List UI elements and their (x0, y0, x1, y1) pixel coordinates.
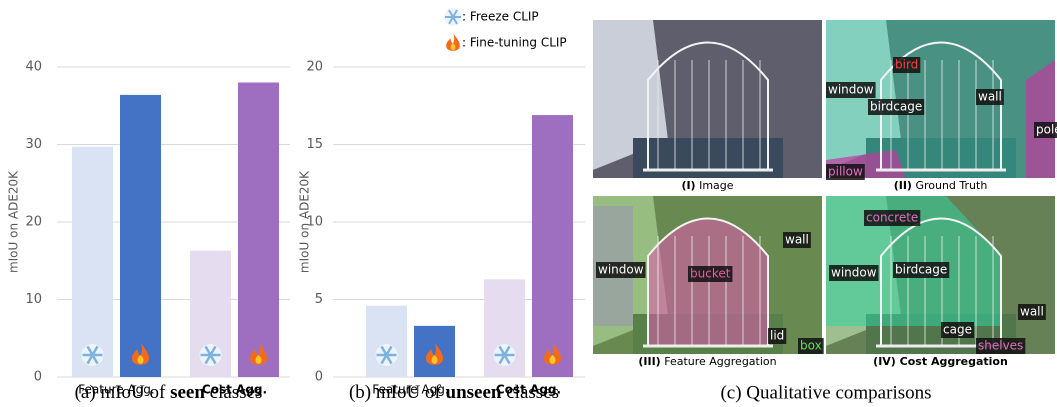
snowflake-icon (82, 344, 104, 366)
segment-label: pillow (828, 165, 863, 179)
caption-part: unseen (446, 382, 502, 403)
snowflake-icon (494, 344, 516, 366)
caption-part: classes (502, 382, 560, 403)
y-tick-label: 40 (25, 60, 42, 75)
segment-label: lid (770, 329, 784, 343)
segment-label: pole (1036, 123, 1057, 137)
y-tick-label: 20 (306, 60, 323, 75)
snowflake-icon (376, 344, 398, 366)
panel-tag: (III) (638, 355, 660, 368)
legend-label: : Fine-tuning CLIP (462, 36, 567, 50)
panel-label: (IV) Cost Aggregation (873, 355, 1008, 368)
segment-label: birdcage (895, 263, 947, 277)
snowflake-icon (200, 344, 222, 366)
segment-label: window (598, 263, 644, 277)
y-tick-label: 30 (25, 137, 42, 152)
overlay (826, 20, 1055, 178)
panel-label: (I) Image (681, 179, 733, 192)
bar (120, 95, 161, 377)
segment-label: box (800, 339, 822, 353)
caption: (b) mIoU of unseen classes (349, 382, 559, 403)
image-panel: concrete window birdcage wall cage shelves (826, 196, 1055, 354)
panel-name: Image (696, 179, 734, 192)
bar (532, 115, 573, 377)
caption: (c) Qualitative comparisons (720, 382, 931, 403)
segment-label: birdcage (870, 100, 922, 114)
image-panel: window bird birdcage wall pole pillow (826, 20, 1057, 180)
overlay (1026, 60, 1055, 178)
segment-label: wall (978, 90, 1002, 104)
caption-part: classes (205, 382, 263, 403)
segment-label: bird (895, 58, 918, 72)
segment-label: window (828, 83, 874, 97)
segment-label: window (831, 266, 877, 280)
y-tick-label: 5 (315, 292, 323, 307)
y-tick-label: 15 (306, 137, 323, 152)
bar (414, 326, 455, 377)
panel-tag: (IV) (873, 355, 896, 368)
image-panel (593, 20, 822, 178)
segment-label: wall (785, 233, 809, 247)
caption-part: (b) mIoU of (349, 382, 446, 403)
segment-label: cage (943, 323, 972, 337)
image-panel: window bucket wall lid box (593, 196, 824, 354)
segment-label: wall (1020, 305, 1044, 319)
bar (366, 306, 407, 377)
panel-name: Ground Truth (912, 179, 987, 192)
panel-tag: (II) (894, 179, 912, 192)
segment-label: concrete (866, 211, 918, 225)
caption-part: seen (170, 382, 205, 403)
caption: (a) mIoU of seen classes (75, 382, 263, 403)
y-axis-label: mIoU on ADE20K (298, 170, 312, 273)
figure: 010203040mIoU on ADE20KFeature Agg.Cost … (0, 0, 1057, 407)
segment-label: shelves (978, 339, 1023, 353)
snowflake-icon (444, 8, 462, 26)
panel-name: Feature Aggregation (661, 355, 777, 368)
y-axis-label: mIoU on ADE20K (7, 170, 21, 273)
caption-part: (a) mIoU of (75, 382, 171, 403)
panel-name: Cost Aggregation (896, 355, 1008, 368)
y-tick-label: 20 (25, 215, 42, 230)
y-tick-label: 0 (315, 370, 323, 385)
segment-label: bucket (690, 267, 731, 281)
y-tick-label: 0 (34, 370, 42, 385)
legend-label: : Freeze CLIP (462, 10, 539, 24)
fire-icon (446, 33, 460, 50)
panel-label: (II) Ground Truth (894, 179, 988, 192)
y-tick-label: 10 (25, 292, 42, 307)
bar (72, 147, 113, 377)
bar (238, 83, 279, 378)
panel-tag: (I) (681, 179, 695, 192)
panel-label: (III) Feature Aggregation (638, 355, 776, 368)
